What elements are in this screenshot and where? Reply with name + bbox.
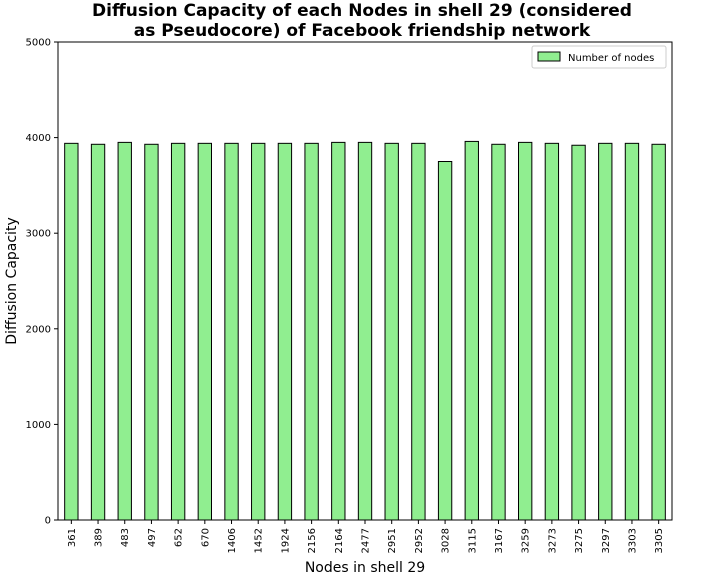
bar-3273 bbox=[544, 142, 560, 521]
bar-1924 bbox=[277, 142, 293, 521]
y-tick-label: 3000 bbox=[26, 229, 51, 240]
x-tick-label-2477: 2477 bbox=[361, 528, 372, 553]
bar-2164 bbox=[331, 141, 346, 521]
x-tick-label-652: 652 bbox=[174, 528, 185, 547]
x-tick-label-3028: 3028 bbox=[441, 528, 452, 553]
y-tick-label: 4000 bbox=[26, 133, 51, 144]
bar-3297 bbox=[598, 142, 613, 521]
bar-652 bbox=[170, 142, 186, 521]
x-tick-label-3273: 3273 bbox=[547, 528, 558, 553]
legend-swatch bbox=[537, 51, 561, 62]
x-tick-label-361: 361 bbox=[67, 528, 78, 547]
legend-box bbox=[531, 45, 667, 69]
plot-frame bbox=[57, 41, 673, 521]
bar-2156 bbox=[304, 142, 319, 521]
x-tick-label-2952: 2952 bbox=[414, 528, 425, 553]
x-tick-label-1924: 1924 bbox=[280, 528, 291, 553]
x-tick-label-483: 483 bbox=[120, 528, 131, 547]
bar-2951 bbox=[384, 142, 399, 521]
x-tick-label-1406: 1406 bbox=[227, 528, 238, 553]
x-tick-label-3297: 3297 bbox=[601, 528, 612, 553]
chart-title-line-2: as Pseudocore) of Facebook friendship ne… bbox=[134, 21, 591, 41]
x-tick-label-3115: 3115 bbox=[467, 528, 478, 553]
x-tick-label-389: 389 bbox=[94, 528, 105, 547]
bar-3167 bbox=[491, 143, 506, 521]
y-tick-label: 2000 bbox=[26, 324, 51, 335]
x-tick-label-2164: 2164 bbox=[334, 528, 345, 553]
bar-3028 bbox=[437, 161, 453, 521]
legend-label: Number of nodes bbox=[568, 53, 654, 64]
chart-title-line-1: Diffusion Capacity of each Nodes in shel… bbox=[92, 1, 632, 21]
bar-1406 bbox=[224, 142, 239, 521]
legend: Number of nodes bbox=[531, 45, 667, 69]
y-tick-label: 5000 bbox=[26, 38, 51, 49]
bar-2952 bbox=[411, 142, 426, 521]
bar-3275 bbox=[571, 144, 586, 521]
y-tick-label: 0 bbox=[45, 516, 51, 527]
bar-3303 bbox=[624, 142, 640, 521]
x-tick-label-3259: 3259 bbox=[521, 528, 532, 553]
x-tick-label-3303: 3303 bbox=[627, 528, 638, 553]
bar-3115 bbox=[464, 140, 479, 521]
bar-361 bbox=[64, 142, 79, 521]
bar-497 bbox=[144, 143, 159, 521]
x-tick-label-3275: 3275 bbox=[574, 528, 585, 553]
x-tick-label-3305: 3305 bbox=[654, 528, 665, 553]
x-tick-label-3167: 3167 bbox=[494, 528, 505, 553]
bar-1452 bbox=[251, 142, 266, 521]
y-axis-label: Diffusion Capacity bbox=[4, 217, 20, 344]
bar-3259 bbox=[518, 141, 533, 521]
x-tick-label-1452: 1452 bbox=[254, 528, 265, 553]
bar-483 bbox=[117, 141, 132, 521]
y-tick-label: 1000 bbox=[26, 420, 51, 431]
plot-area: 361 389 483 497 652 670 1406 1452 1924 2156 2164 24… bbox=[26, 38, 673, 553]
x-tick-label-2951: 2951 bbox=[387, 528, 398, 553]
x-tick-label-670: 670 bbox=[200, 528, 211, 547]
x-tick-label-2156: 2156 bbox=[307, 528, 318, 553]
bar-389 bbox=[90, 143, 106, 521]
bar-3305 bbox=[651, 143, 666, 521]
x-axis-label: Nodes in shell 29 bbox=[305, 560, 425, 576]
bar-2477 bbox=[357, 141, 373, 521]
x-tick-label-497: 497 bbox=[147, 528, 158, 547]
bar-670 bbox=[197, 142, 212, 521]
